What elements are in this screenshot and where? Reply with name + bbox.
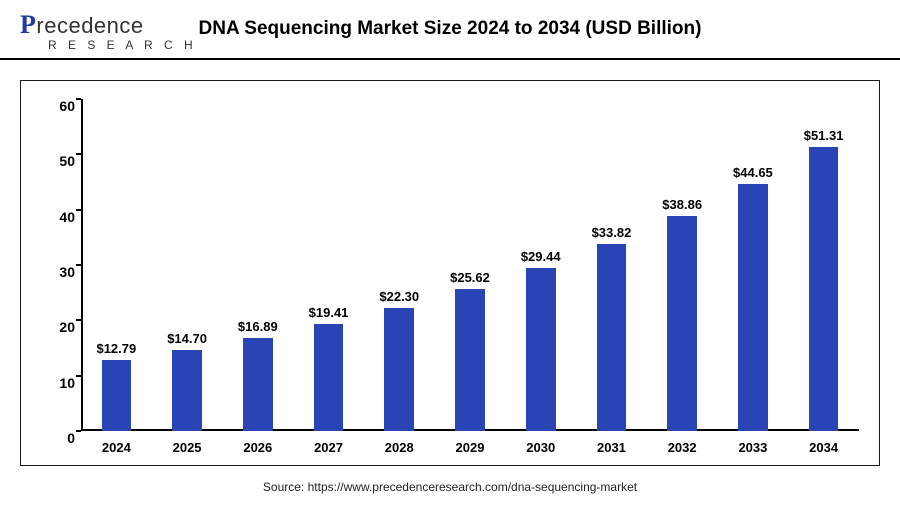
bar-value-label: $12.79 [81, 341, 151, 356]
y-tick-mark [76, 319, 81, 321]
y-tick-mark [76, 430, 81, 432]
bar-value-label: $22.30 [364, 289, 434, 304]
y-tick-mark [76, 375, 81, 377]
bar-value-label: $44.65 [718, 165, 788, 180]
source-caption: Source: https://www.precedenceresearch.c… [0, 480, 900, 494]
x-tick-label: 2032 [652, 440, 712, 455]
chart-bar [809, 147, 839, 431]
x-tick-label: 2034 [794, 440, 854, 455]
x-tick-label: 2026 [228, 440, 288, 455]
chart-bar [243, 338, 273, 431]
chart-bar [526, 268, 556, 431]
chart-bar [667, 216, 697, 431]
y-tick-label: 0 [41, 430, 75, 446]
logo-text-top: recedence [36, 13, 143, 39]
bar-value-label: $51.31 [789, 128, 859, 143]
chart-bar [102, 360, 132, 431]
bar-value-label: $33.82 [576, 225, 646, 240]
y-tick-mark [76, 153, 81, 155]
chart-bar [597, 244, 627, 431]
x-tick-label: 2028 [369, 440, 429, 455]
logo-initial: P [20, 10, 36, 40]
bar-value-label: $16.89 [223, 319, 293, 334]
y-tick-mark [76, 209, 81, 211]
x-tick-label: 2027 [299, 440, 359, 455]
y-tick-label: 60 [41, 98, 75, 114]
header: P recedence R E S E A R C H DNA Sequenci… [0, 0, 900, 60]
bar-chart: 0102030405060$12.792024$14.702025$16.892… [81, 99, 859, 431]
y-tick-label: 30 [41, 264, 75, 280]
x-tick-label: 2031 [581, 440, 641, 455]
x-tick-label: 2025 [157, 440, 217, 455]
x-tick-label: 2029 [440, 440, 500, 455]
bar-value-label: $19.41 [294, 305, 364, 320]
logo-text-bottom: R E S E A R C H [48, 38, 197, 52]
x-tick-label: 2024 [86, 440, 146, 455]
bar-value-label: $25.62 [435, 270, 505, 285]
bar-value-label: $29.44 [506, 249, 576, 264]
bar-value-label: $38.86 [647, 197, 717, 212]
x-tick-label: 2033 [723, 440, 783, 455]
chart-bar [384, 308, 414, 431]
chart-bar [172, 350, 202, 431]
y-tick-mark [76, 264, 81, 266]
x-tick-label: 2030 [511, 440, 571, 455]
y-tick-label: 10 [41, 375, 75, 391]
y-tick-label: 40 [41, 209, 75, 225]
chart-bar [738, 184, 768, 431]
chart-bar [314, 324, 344, 431]
y-tick-label: 50 [41, 153, 75, 169]
chart-bar [455, 289, 485, 431]
bar-value-label: $14.70 [152, 331, 222, 346]
chart-frame: 0102030405060$12.792024$14.702025$16.892… [20, 80, 880, 466]
brand-logo: P recedence R E S E A R C H [20, 10, 197, 52]
y-tick-mark [76, 98, 81, 100]
y-tick-label: 20 [41, 319, 75, 335]
y-axis [81, 99, 83, 431]
